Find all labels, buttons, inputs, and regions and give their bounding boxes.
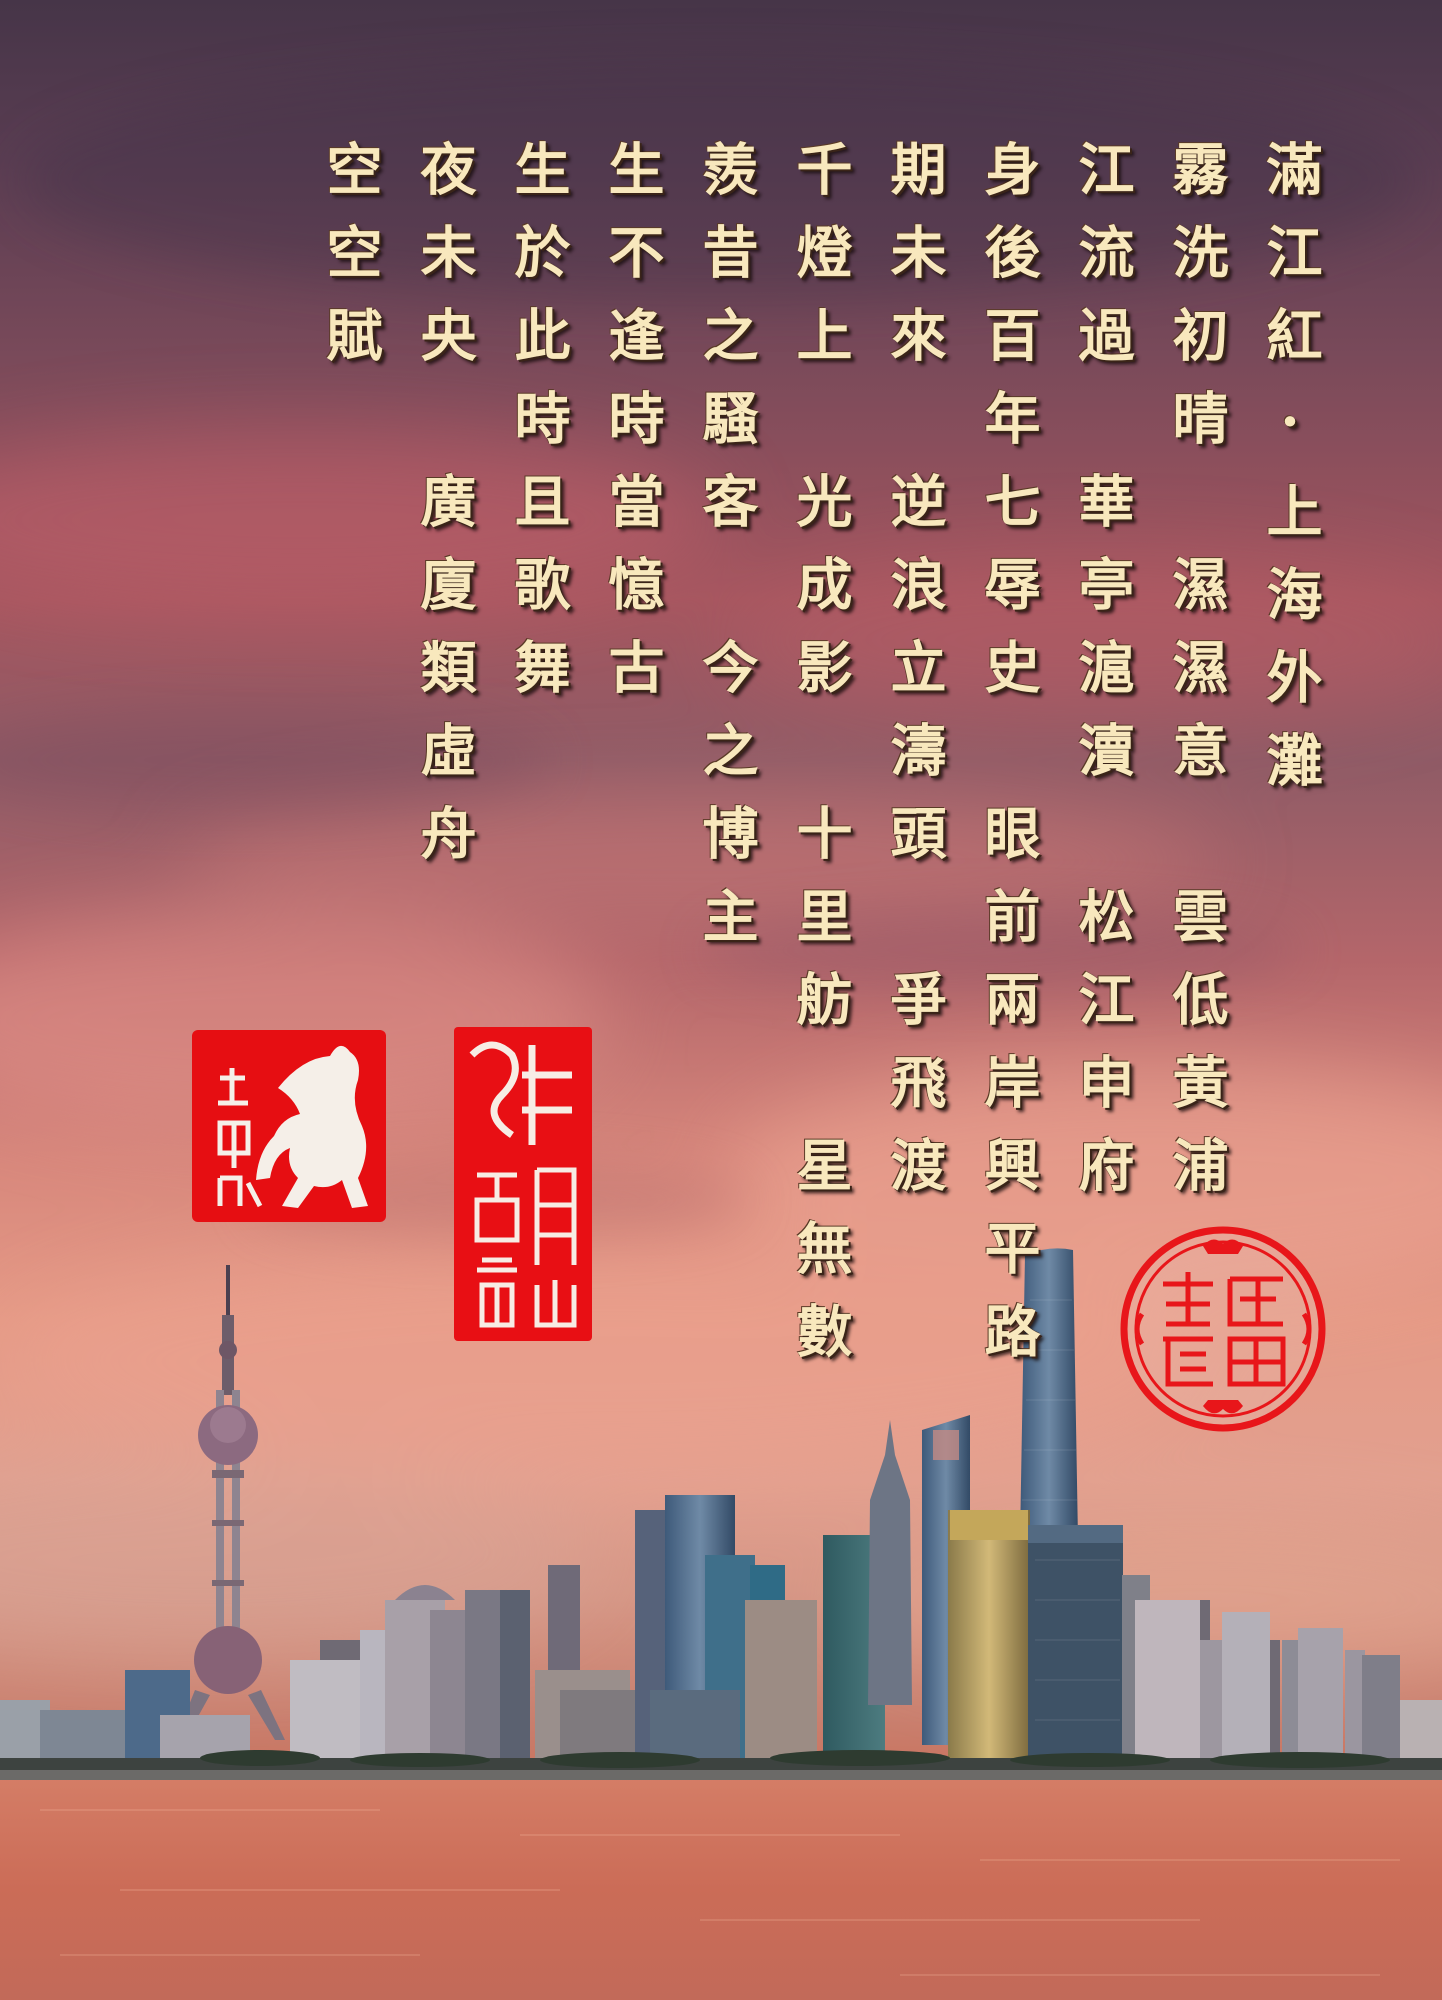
poem-column-3: 江流過 華亭滬瀆 松江申府 [1069,140,1135,1219]
poem-column-11: 空空賦 [317,140,383,389]
sky-clouds [0,60,1442,1680]
round-seal [1120,1226,1326,1432]
poem-column-1: 滿江紅·上海外灘 [1257,140,1323,814]
collection-seal [454,1027,592,1341]
poem-column-9: 生於此時且歌舞 [505,140,571,721]
poem-column-4: 身後百年七辱史 眼前兩岸興平路 [975,140,1041,1385]
huangpu-river [0,1778,1442,2000]
horse-seal [192,1030,386,1222]
poem-column-6: 千燈上 光成影 十里舫 星無數 [787,140,853,1385]
poem-column-7: 羨昔之騷客 今之博主 [693,140,759,970]
poem-column-10: 夜未央 廣廈類虛舟 [411,140,477,887]
poem-column-5: 期未來 逆浪立濤頭 爭飛渡 [881,140,947,1219]
poem-column-8: 生不逢時當憶古 [599,140,665,721]
poem-calligraphy: 滿江紅·上海外灘 霧洗初晴 濕濕意 雲低黃浦 江流過 華亭滬瀆 松江申府 身後百… [190,140,1360,1385]
poem-column-2: 霧洗初晴 濕濕意 雲低黃浦 [1163,140,1229,1219]
